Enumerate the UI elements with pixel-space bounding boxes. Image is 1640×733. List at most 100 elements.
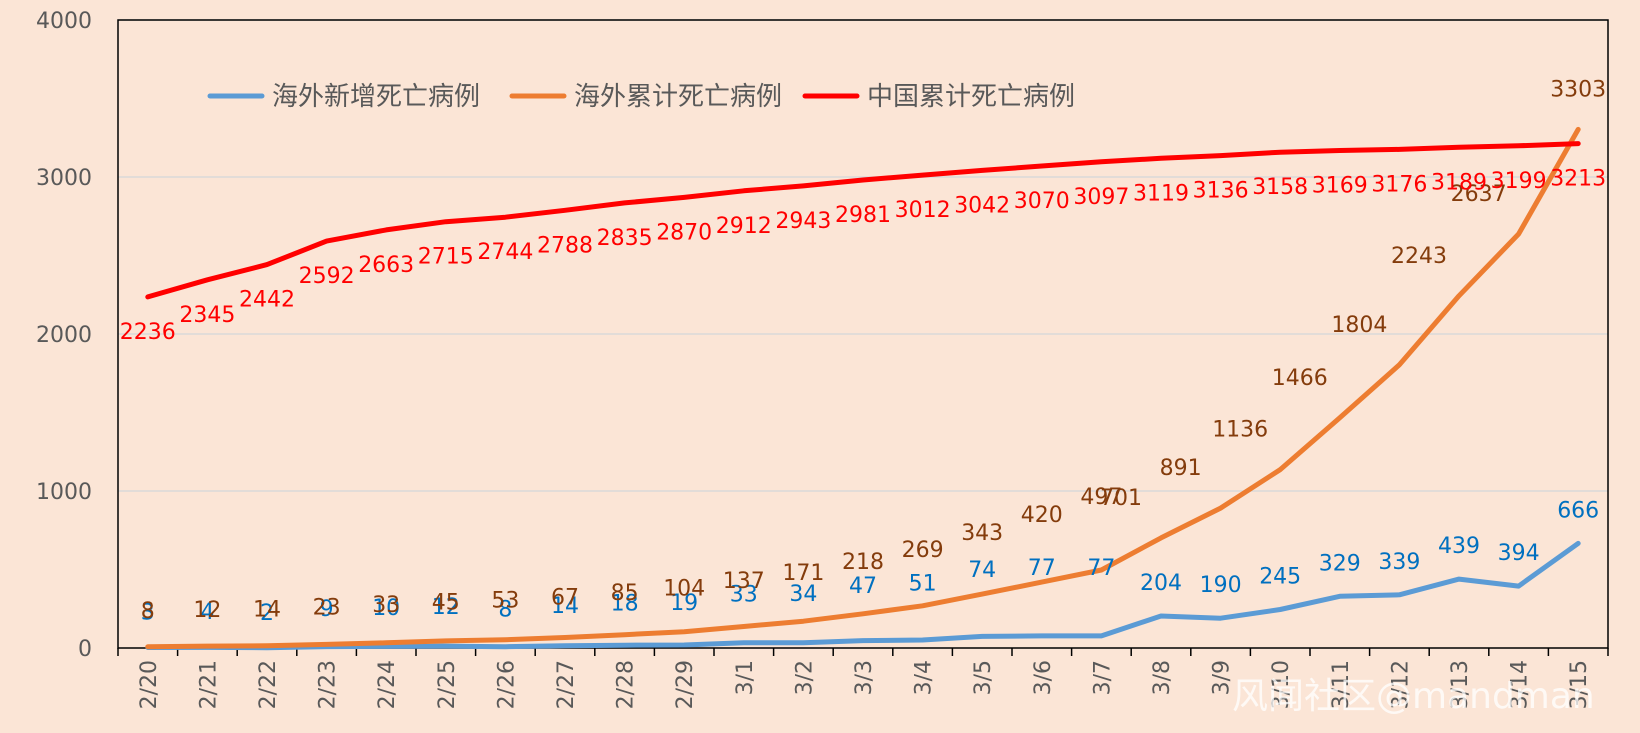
data-label-s0-6: 8 (498, 597, 512, 622)
data-label-s0-12: 47 (849, 574, 877, 599)
data-label-s0-18: 190 (1200, 573, 1242, 598)
data-label-s2-23: 3199 (1491, 169, 1547, 194)
data-label-s2-14: 3042 (954, 193, 1010, 218)
data-label-s0-2: 2 (260, 601, 274, 626)
data-label-s1-15: 420 (1021, 503, 1063, 528)
x-tick-label: 3/4 (912, 660, 937, 695)
data-label-s2-24: 3213 (1550, 167, 1606, 192)
data-label-s0-23: 394 (1498, 541, 1540, 566)
data-label-s1-16: 497 (1080, 485, 1122, 510)
data-label-s1-7: 67 (551, 585, 579, 610)
x-tick-label: 2/26 (494, 660, 519, 709)
x-tick-label: 3/5 (971, 660, 996, 695)
data-label-s2-16: 3097 (1073, 185, 1129, 210)
data-label-s2-20: 3169 (1312, 173, 1368, 198)
data-label-s0-19: 245 (1259, 565, 1301, 590)
data-label-s1-19: 1136 (1212, 418, 1268, 443)
y-tick-label: 3000 (36, 166, 92, 191)
data-label-s1-8: 85 (611, 581, 639, 606)
x-tick-label: 3/14 (1508, 660, 1533, 709)
data-label-s0-8: 18 (611, 591, 639, 616)
x-tick-label: 3/11 (1329, 660, 1354, 709)
data-label-s1-14: 343 (961, 521, 1003, 546)
x-tick-label: 2/21 (196, 660, 221, 709)
data-label-s1-24: 3303 (1550, 77, 1606, 102)
x-tick-label: 3/3 (852, 660, 877, 695)
data-label-s0-3: 9 (320, 597, 334, 622)
x-tick-label: 2/25 (435, 660, 460, 709)
data-label-s2-0: 2236 (120, 320, 176, 345)
data-label-s0-10: 33 (730, 582, 758, 607)
x-tick-label: 2/22 (256, 660, 281, 709)
y-tick-label: 0 (78, 637, 92, 662)
data-label-s2-15: 3070 (1014, 189, 1070, 214)
data-label-s1-6: 53 (491, 589, 519, 614)
y-tick-label: 2000 (36, 323, 92, 348)
data-label-s1-23: 2637 (1451, 182, 1507, 207)
x-tick-label: 2/28 (614, 660, 639, 709)
data-label-s0-20: 329 (1319, 551, 1361, 576)
x-tick-label: 3/7 (1090, 660, 1115, 695)
series-line-1 (145, 126, 1581, 650)
data-label-s1-11: 171 (782, 561, 824, 586)
x-tick-label: 2/27 (554, 660, 579, 709)
y-tick-label: 1000 (36, 480, 92, 505)
x-tick-label: 2/20 (137, 660, 162, 709)
legend: 海外新增死亡病例 海外累计死亡病例 中国累计死亡病例 (207, 82, 1075, 112)
data-label-s2-11: 2943 (775, 209, 831, 234)
data-label-s1-12: 218 (842, 550, 884, 575)
x-tick-label: 3/1 (733, 660, 758, 695)
x-tick-label: 3/8 (1150, 660, 1175, 695)
data-label-s0-24: 666 (1557, 498, 1599, 523)
data-label-s2-1: 2345 (179, 303, 235, 328)
data-label-s2-3: 2592 (299, 264, 355, 289)
data-label-s1-13: 269 (902, 538, 944, 563)
data-label-s2-5: 2715 (418, 245, 474, 270)
data-label-s2-6: 2744 (477, 240, 533, 265)
series-line-2 (145, 141, 1581, 300)
data-label-s2-4: 2663 (358, 253, 414, 278)
data-label-s1-2: 14 (253, 598, 281, 623)
data-label-s0-0: 3 (141, 600, 155, 625)
x-tick-label: 3/2 (792, 660, 817, 695)
data-label-s2-19: 3158 (1252, 175, 1308, 200)
data-label-s0-17: 204 (1140, 571, 1182, 596)
data-label-s2-2: 2442 (239, 288, 295, 313)
data-label-s0-9: 19 (670, 591, 698, 616)
data-label-s1-22: 2243 (1391, 244, 1447, 269)
data-label-s0-14: 74 (968, 558, 996, 583)
data-label-s2-18: 3136 (1193, 179, 1249, 204)
x-tick-label: 3/15 (1567, 660, 1592, 709)
x-tick-label: 2/29 (673, 660, 698, 709)
data-label-s1-18: 891 (1160, 456, 1202, 481)
data-label-s1-3: 23 (313, 596, 341, 621)
legend-label-1: 海外累计死亡病例 (574, 82, 782, 112)
data-label-s2-10: 2912 (716, 214, 772, 239)
x-tick-label: 3/13 (1448, 660, 1473, 709)
data-label-s2-12: 2981 (835, 203, 891, 228)
legend-label-0: 海外新增死亡病例 (272, 82, 480, 112)
series-lines (145, 126, 1581, 651)
data-label-s2-17: 3119 (1133, 181, 1189, 206)
data-label-s1-4: 33 (372, 593, 400, 618)
data-label-s1-9: 104 (663, 577, 705, 602)
watermark-text: 风闻社区@mandman (1232, 676, 1595, 717)
y-tick-label: 4000 (36, 9, 92, 34)
data-label-s0-16: 77 (1087, 556, 1115, 581)
x-tick-label: 3/10 (1269, 660, 1294, 709)
x-tick-label: 2/23 (316, 660, 341, 709)
data-label-s0-21: 339 (1378, 550, 1420, 575)
data-label-s1-1: 12 (193, 598, 221, 623)
data-label-s1-20: 1466 (1272, 366, 1328, 391)
series-line-0 (145, 540, 1581, 651)
data-label-s0-22: 439 (1438, 534, 1480, 559)
data-label-s0-13: 51 (909, 572, 937, 597)
x-tick-label: 3/9 (1210, 660, 1235, 695)
data-label-s1-0: 8 (141, 599, 155, 624)
data-label-s1-17: 701 (1100, 486, 1142, 511)
legend-label-2: 中国累计死亡病例 (867, 82, 1075, 112)
data-label-s1-5: 45 (432, 590, 460, 615)
